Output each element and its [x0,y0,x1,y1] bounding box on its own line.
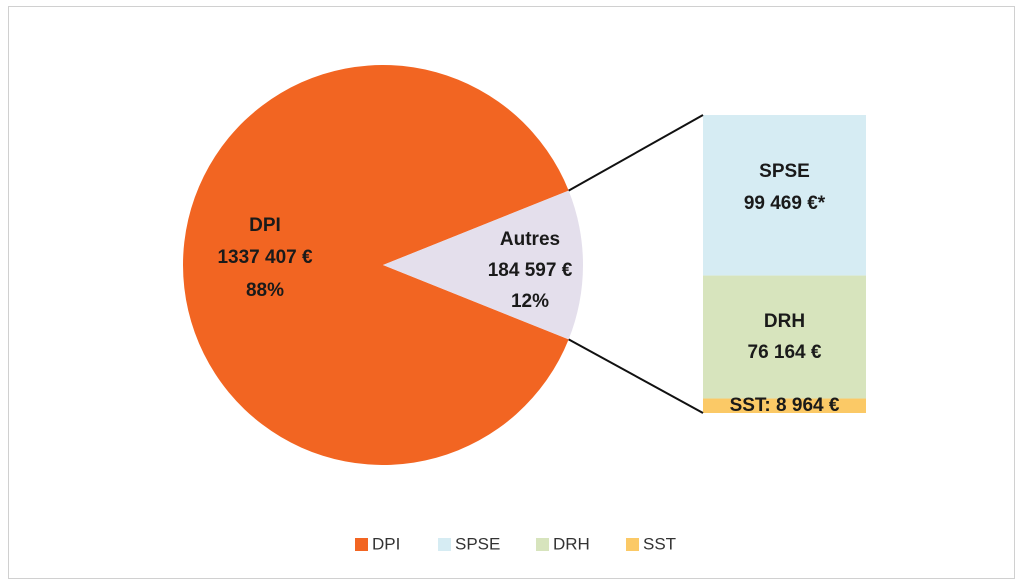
pie-slice [383,190,583,340]
legend-label: DPI [372,534,400,553]
slice-value: 184 597 € [488,260,573,281]
legend-swatch [626,538,639,551]
segment-value: 99 469 €* [744,193,826,214]
slice-label: DPI [249,215,281,236]
segment-value: SST: 8 964 € [730,395,840,416]
bar-segment [703,398,866,413]
segment-label: SPSE [759,161,810,182]
legend-label: DRH [553,534,590,553]
pie-slice [182,64,569,465]
legend-swatch [438,538,451,551]
legend-swatch [536,538,549,551]
slice-percent: 12% [511,291,549,312]
legend-label: SST [643,534,676,553]
slice-percent: 88% [246,280,284,301]
bar-segment [703,275,866,399]
legend-label: SPSE [455,534,500,553]
slice-label: Autres [500,229,560,250]
slice-value: 1337 407 € [217,247,313,268]
segment-value: 76 164 € [748,342,822,363]
connector-line [568,338,704,414]
bar-segment [703,115,866,276]
connector-line [568,114,704,192]
segment-label: DRH [764,311,805,332]
legend-swatch [355,538,368,551]
